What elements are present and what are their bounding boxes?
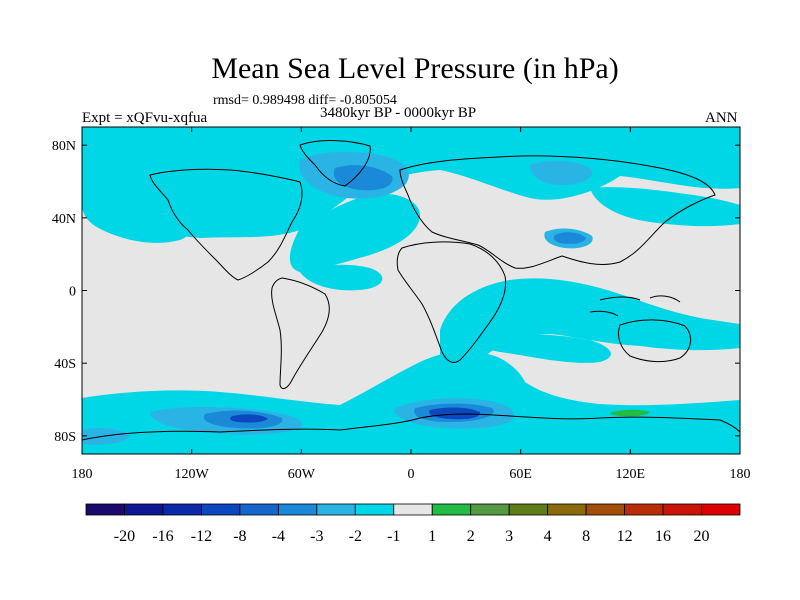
- colorbar-swatch: [124, 503, 164, 516]
- colorbar-swatch: [508, 503, 549, 516]
- x-tick-label: 60W: [288, 467, 316, 482]
- y-tick-label: 40N: [52, 212, 76, 227]
- eurasia-coast: [399, 155, 716, 269]
- x-tick-label: 60E: [509, 467, 532, 482]
- tibet-low: [553, 232, 586, 244]
- colorbar-label: 16: [655, 528, 671, 545]
- colorbar-swatch: [470, 503, 510, 516]
- north-pacific-patch: [82, 188, 193, 243]
- colorbar-label: 3: [505, 528, 513, 545]
- colorbar-label: -12: [191, 528, 212, 545]
- field-level-minus4: [230, 407, 481, 423]
- australia-coast: [617, 319, 692, 363]
- x-tick-label: 180: [730, 467, 751, 482]
- colorbar-label: 4: [544, 528, 552, 545]
- north-atlantic-tongue: [289, 193, 420, 272]
- period-label: 3480kyr BP - 0000kyr BP: [320, 105, 477, 121]
- africa-coast: [396, 241, 507, 363]
- greenland-coast: [299, 140, 371, 187]
- siberian-low: [530, 160, 593, 186]
- x-tick-label: 120E: [616, 467, 646, 482]
- x-tick-label: 0: [408, 467, 415, 482]
- colorbar-swatch: [85, 503, 125, 516]
- colorbar-label: 2: [467, 528, 475, 545]
- colorbar-swatch: [354, 503, 395, 516]
- colorbar-label: -3: [310, 528, 323, 545]
- colorbar-swatch: [547, 503, 587, 516]
- southern-core: [429, 407, 481, 420]
- colorbar-swatch: [162, 503, 202, 516]
- x-axis: 180 120W 60W 0 60E 120E 180: [72, 127, 751, 482]
- y-tick-label: 0: [69, 285, 76, 300]
- y-axis: 80N 40N 0 40S 80S: [52, 139, 740, 445]
- y-tick-label: 80N: [52, 139, 76, 154]
- colorbar-label: -1: [387, 528, 400, 545]
- arctic-deep-low: [333, 165, 393, 191]
- colorbar-swatch: [316, 503, 356, 516]
- colorbar-swatch: [201, 503, 241, 516]
- colorbar-label: -16: [152, 528, 173, 545]
- coastlines: [82, 140, 740, 441]
- y-tick-label: 40S: [54, 357, 76, 372]
- arctic-band: [82, 127, 740, 238]
- chart-title: Mean Sea Level Pressure (in hPa): [211, 52, 619, 85]
- season-label: ANN: [705, 110, 738, 126]
- colorbar-label: -2: [349, 528, 362, 545]
- colorbar-swatch: [701, 503, 741, 516]
- colorbar-swatch: [585, 503, 625, 516]
- indonesia-coast: [589, 295, 681, 317]
- experiment-label: Expt = xQFvu-xqfua: [82, 110, 208, 126]
- colorbar-label: 8: [582, 528, 590, 545]
- stats-label: rmsd= 0.989498 diff= -0.805054: [213, 93, 397, 108]
- y-tick-label: 80S: [54, 430, 76, 445]
- south-america-coast: [271, 277, 330, 390]
- colorbar-label: -4: [272, 528, 285, 545]
- colorbar-label: -20: [114, 528, 135, 545]
- mid-pacific-patch: [590, 187, 740, 227]
- indian-ocean-region: [440, 278, 740, 377]
- field-level-minus2: [82, 151, 593, 445]
- colorbar-swatch: [393, 503, 433, 516]
- antarctica-coast: [82, 413, 740, 441]
- map-field: [82, 127, 740, 454]
- colorbar-label: 20: [694, 528, 710, 545]
- field-level-plus1: [610, 409, 650, 417]
- colorbar: -20 -16 -12 -8 -4 -3 -2 -1 1 2 3 4 8 12 16 20: [85, 503, 741, 545]
- colorbar-swatch: [277, 503, 318, 516]
- colorbar-swatch: [431, 503, 472, 516]
- x-tick-label: 180: [72, 467, 93, 482]
- colorbar-swatch: [662, 503, 702, 516]
- tropical-atlantic-patch: [300, 264, 383, 291]
- colorbar-swatch: [239, 503, 279, 516]
- colorbar-swatch: [624, 503, 664, 516]
- weddell-core: [230, 414, 268, 423]
- colorbar-label: 1: [428, 528, 436, 545]
- north-america-coast: [149, 168, 303, 281]
- colorbar-label: -8: [233, 528, 246, 545]
- antarctic-positive-patch: [610, 409, 650, 417]
- indian-ocean-tongue: [480, 334, 611, 363]
- colorbar-label: 12: [617, 528, 633, 545]
- x-tick-label: 120W: [175, 467, 210, 482]
